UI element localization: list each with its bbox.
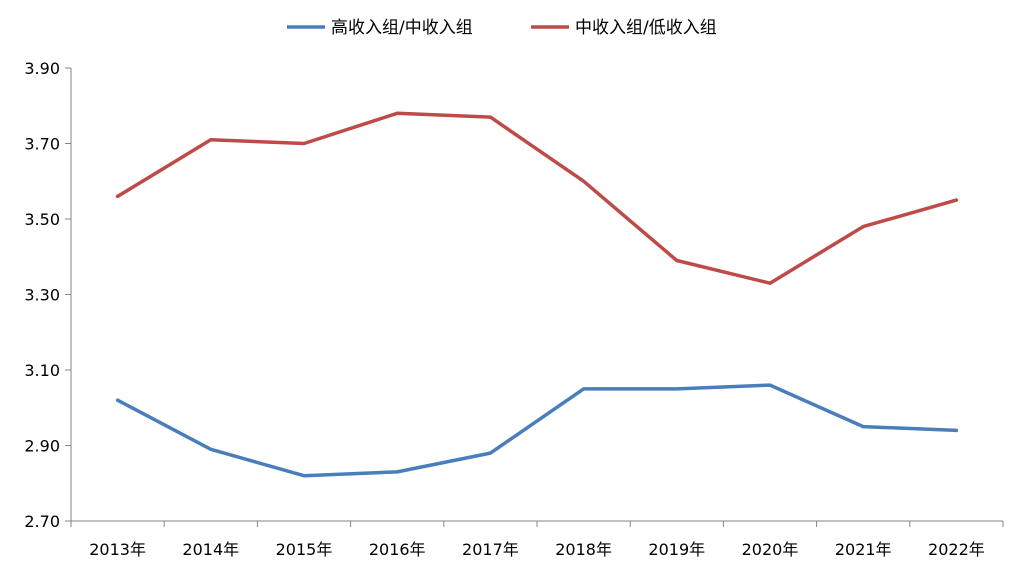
series-1-point <box>488 451 492 455</box>
x-tick-label: 2022年 <box>928 540 985 559</box>
axes: 3.90 3.70 3.50 3.30 3.10 2.90 2.70 2013年 2014年 20… <box>24 59 1004 559</box>
x-tick-label: 2014年 <box>182 540 239 559</box>
series-1-point <box>302 474 306 478</box>
x-tick-label: 2015年 <box>276 540 333 559</box>
series-2-point <box>302 142 306 145</box>
series-2-point <box>954 198 958 202</box>
series-2-point <box>116 194 120 198</box>
y-tick-label: 3.30 <box>24 286 60 305</box>
y-tick-label: 2.90 <box>24 437 60 456</box>
x-tick-label: 2017年 <box>462 540 519 559</box>
y-tick-label: 2.70 <box>24 512 60 531</box>
series-1-point <box>861 425 865 429</box>
x-tick-label: 2018年 <box>555 540 612 559</box>
series-2-point <box>768 281 772 285</box>
y-tick-label: 3.10 <box>24 361 60 380</box>
y-tick-label: 3.70 <box>24 135 60 154</box>
series-1-point <box>395 470 399 474</box>
series-1-point <box>116 398 120 402</box>
series-2-point <box>488 115 492 119</box>
series-1-point <box>209 447 213 451</box>
x-tick-label: 2021年 <box>835 540 892 559</box>
series-2-point <box>582 179 586 183</box>
legend: 高收入组/中收入组 中收入组/低收入组 <box>287 18 717 38</box>
series-2-point <box>209 138 213 142</box>
x-tick-label: 2019年 <box>648 540 705 559</box>
series-1-point <box>582 387 586 391</box>
series-line-1 <box>115 383 959 478</box>
series-1-point <box>768 383 772 387</box>
series-line-2 <box>115 111 959 285</box>
series-group <box>115 111 959 478</box>
legend-label-1: 高收入组/中收入组 <box>331 18 473 38</box>
series-2-point <box>395 111 399 115</box>
series-2-point <box>861 225 865 229</box>
x-tick-label: 2016年 <box>369 540 426 559</box>
x-tick-label: 2020年 <box>742 540 799 559</box>
y-tick-label: 3.90 <box>24 59 60 78</box>
series-1-point <box>954 428 958 432</box>
series-1-point <box>675 387 679 391</box>
series-2-point <box>675 259 679 263</box>
y-tick-label: 3.50 <box>24 210 60 229</box>
x-tick-label: 2013年 <box>89 540 146 559</box>
legend-label-2: 中收入组/低收入组 <box>575 18 717 38</box>
